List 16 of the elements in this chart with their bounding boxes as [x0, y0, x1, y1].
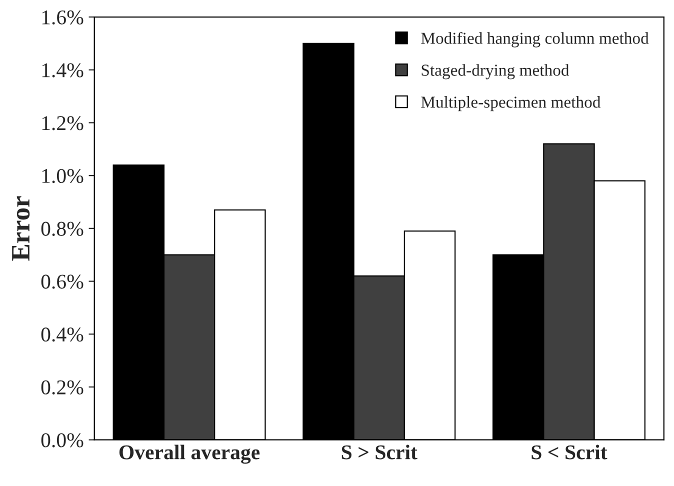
x-tick-label: S > Scrit	[342, 444, 418, 460]
y-tick-label: 0.8%	[41, 222, 84, 236]
x-tick-label: Overall average	[119, 444, 260, 464]
y-tick-label: 1.4%	[42, 63, 84, 78]
y-tick-label: 0.4%	[41, 328, 84, 342]
y-axis-title: Error	[12, 196, 30, 261]
y-tick-label: 1.6%	[42, 10, 84, 25]
y-tick-label: 0.6%	[41, 274, 84, 289]
y-tick-label: 0.0%	[41, 433, 84, 448]
y-tick-label: 1.2%	[42, 116, 84, 130]
y-tick-label: 1.0%	[42, 168, 84, 184]
legend-label: Modified hanging column method	[421, 32, 649, 48]
y-tick-label: 0.2%	[41, 380, 84, 394]
x-tick-label: S < Scrit	[532, 444, 608, 460]
legend-label: Staged-drying method	[422, 64, 570, 80]
legend-label: Multiple-specimen method	[421, 96, 601, 112]
